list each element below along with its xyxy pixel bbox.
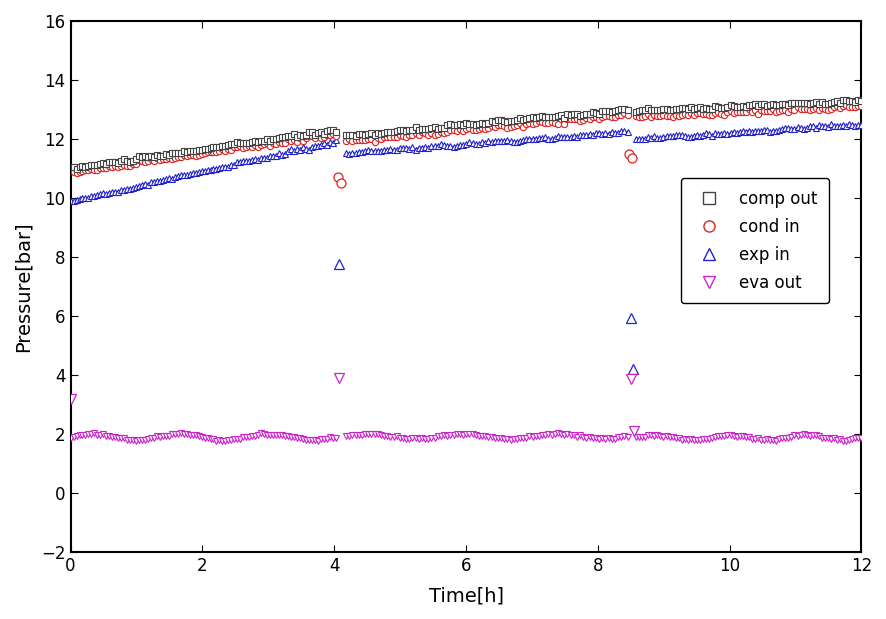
X-axis label: Time[h]: Time[h] (429, 586, 503, 605)
Legend: comp out, cond in, exp in, eva out: comp out, cond in, exp in, eva out (681, 178, 829, 303)
Y-axis label: Pressure[bar]: Pressure[bar] (14, 221, 33, 352)
